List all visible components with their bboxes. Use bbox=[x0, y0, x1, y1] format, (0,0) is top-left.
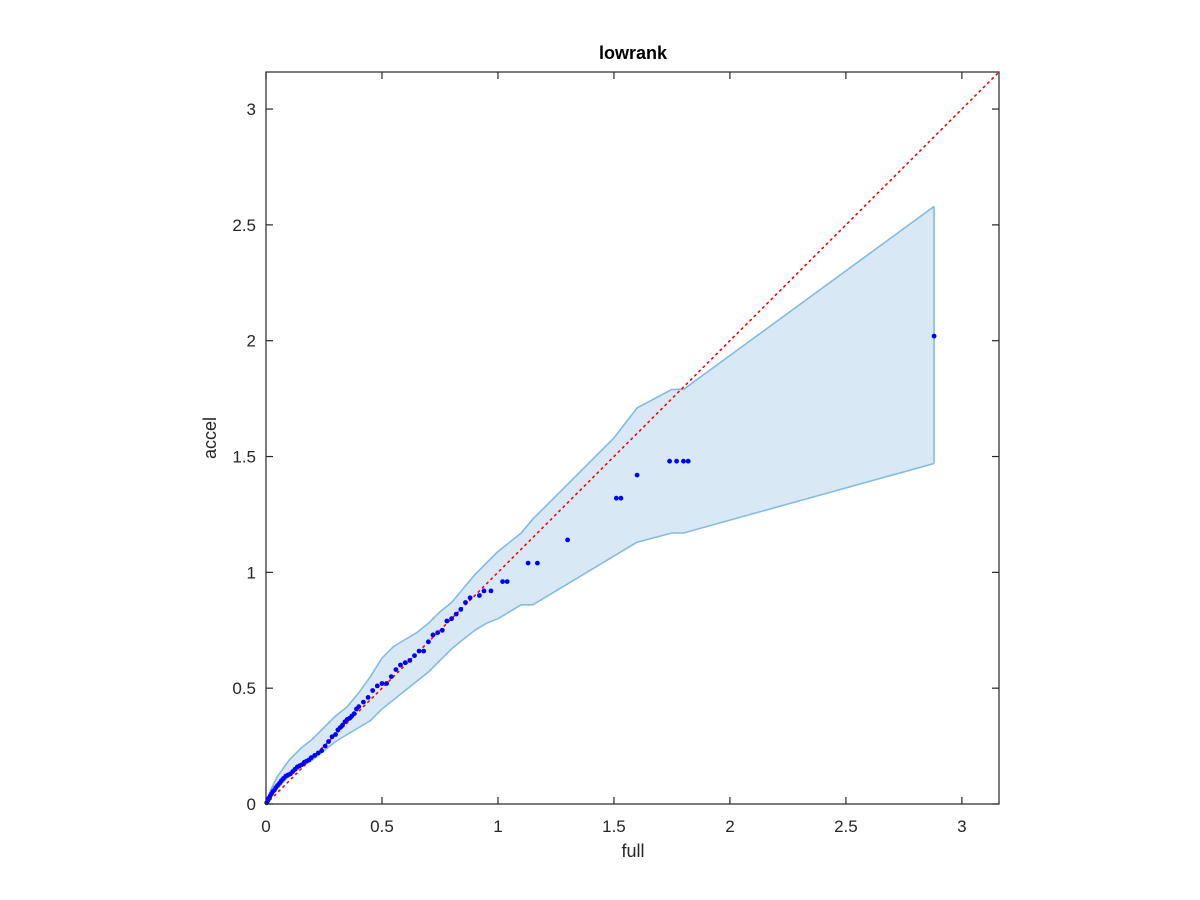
data-point bbox=[351, 711, 357, 717]
axes-box bbox=[265, 71, 1000, 805]
data-point bbox=[463, 600, 468, 605]
band-fill bbox=[266, 206, 935, 804]
data-point bbox=[449, 616, 454, 622]
data-point bbox=[444, 618, 450, 624]
y-tick-label: 1.5 bbox=[232, 448, 256, 467]
data-point bbox=[319, 748, 325, 754]
data-point bbox=[407, 658, 413, 663]
data-point bbox=[439, 627, 445, 633]
data-point bbox=[315, 750, 321, 756]
data-point bbox=[412, 653, 417, 659]
y-tick-label: 3 bbox=[247, 100, 256, 119]
data-point bbox=[333, 732, 338, 737]
data-point bbox=[365, 695, 371, 700]
data-point bbox=[416, 648, 422, 654]
data-point bbox=[340, 722, 345, 728]
x-tick-label: 1 bbox=[493, 817, 502, 836]
identity-reference-line bbox=[265, 71, 1000, 805]
x-tick-label: 2 bbox=[725, 817, 734, 836]
data-point bbox=[379, 681, 385, 686]
data-point bbox=[370, 688, 376, 693]
data-point bbox=[535, 560, 540, 566]
x-tick-label: 0 bbox=[261, 817, 270, 836]
y-tick-label: 0.5 bbox=[232, 679, 256, 698]
data-point bbox=[361, 699, 366, 705]
data-point bbox=[674, 458, 679, 464]
data-point bbox=[477, 593, 482, 598]
data-point bbox=[384, 681, 389, 686]
y-tick-label: 0 bbox=[247, 795, 256, 814]
tick-labels: 0 0.5 1 1.5 2 2.5 3 0 0.5 1 1.5 2 2.5 3 bbox=[232, 100, 966, 836]
x-tick-label: 1.5 bbox=[602, 817, 626, 836]
reference-line bbox=[265, 71, 1000, 805]
band-upper-edge bbox=[265, 205, 935, 805]
scatter-points bbox=[264, 333, 937, 806]
data-point bbox=[931, 333, 937, 339]
data-point bbox=[488, 588, 494, 594]
data-point bbox=[500, 579, 505, 584]
data-point bbox=[329, 734, 335, 740]
data-point bbox=[453, 611, 459, 617]
data-point bbox=[402, 660, 408, 666]
data-point bbox=[388, 674, 394, 679]
data-point bbox=[613, 495, 619, 501]
data-point bbox=[435, 630, 441, 635]
data-point bbox=[618, 495, 624, 501]
chart-title: lowrank bbox=[599, 43, 668, 63]
data-point bbox=[525, 560, 531, 566]
ticks bbox=[265, 72, 999, 805]
y-tick-label: 1 bbox=[247, 563, 256, 582]
data-point bbox=[504, 579, 510, 584]
data-point bbox=[634, 472, 640, 478]
data-point bbox=[667, 458, 672, 464]
data-point bbox=[467, 595, 473, 601]
data-point bbox=[430, 632, 436, 638]
data-point bbox=[308, 755, 314, 761]
y-tick-label: 2 bbox=[247, 332, 256, 351]
data-point bbox=[421, 648, 427, 654]
data-point bbox=[374, 683, 380, 689]
data-point bbox=[681, 458, 686, 464]
data-point bbox=[326, 739, 331, 744]
data-point bbox=[393, 667, 399, 672]
data-point bbox=[565, 537, 570, 543]
data-point bbox=[322, 743, 328, 749]
x-tick-label: 3 bbox=[957, 817, 966, 836]
x-tick-label: 0.5 bbox=[370, 817, 394, 836]
axes bbox=[265, 71, 1000, 805]
x-tick-label: 2.5 bbox=[834, 817, 858, 836]
data-point bbox=[356, 704, 362, 710]
y-axis-label: accel bbox=[200, 417, 220, 459]
data-point bbox=[481, 588, 487, 594]
y-tick-label: 2.5 bbox=[232, 216, 256, 235]
data-point bbox=[426, 639, 431, 645]
plot-area bbox=[264, 71, 1000, 806]
data-point bbox=[312, 753, 318, 758]
data-point bbox=[398, 662, 403, 668]
data-point bbox=[458, 607, 464, 612]
x-axis-label: full bbox=[621, 841, 644, 861]
data-point bbox=[685, 458, 691, 464]
